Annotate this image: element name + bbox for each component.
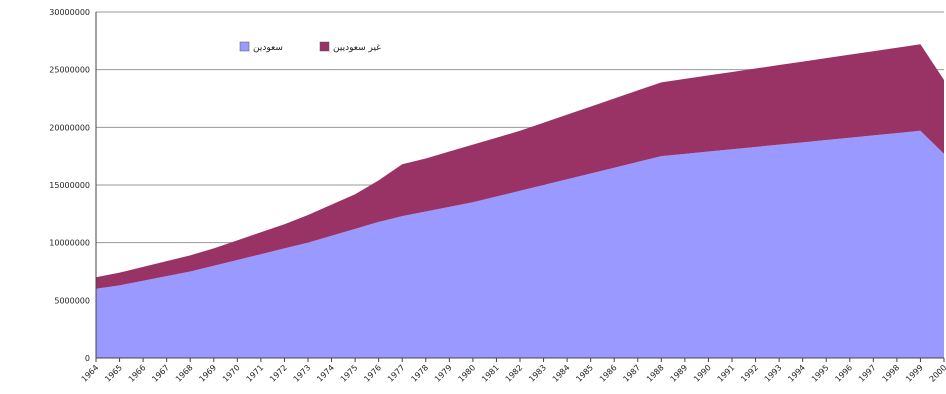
x-tick-label: 1994 — [786, 363, 807, 384]
x-tick-label: 1964 — [80, 363, 101, 384]
x-tick-label: 1992 — [739, 363, 760, 384]
legend: سعودين غير سعوديين — [239, 41, 381, 53]
x-tick-label: 1975 — [339, 363, 360, 384]
x-tick-label: 1968 — [174, 363, 195, 384]
y-tick-label: 10000000 — [49, 239, 90, 248]
x-tick-label: 1966 — [127, 363, 148, 384]
y-tick-label: 15000000 — [49, 181, 90, 190]
x-tick-label: 1978 — [409, 363, 430, 384]
x-tick-label: 1993 — [763, 363, 784, 384]
x-tick-label: 1987 — [621, 363, 642, 384]
x-tick-label: 1976 — [362, 363, 383, 384]
area-series — [96, 44, 944, 358]
x-tick-label: 1982 — [504, 363, 525, 384]
x-tick-label: 1973 — [292, 363, 313, 384]
x-tick-label: 1971 — [245, 363, 266, 384]
y-tick-label: 5000000 — [54, 296, 90, 305]
legend-label-2: غير سعوديين — [333, 43, 381, 53]
x-tick-label: 1989 — [669, 363, 690, 384]
x-tick-label: 2000 — [928, 363, 946, 384]
x-tick-label: 1986 — [598, 363, 619, 384]
x-tick-label: 1997 — [857, 363, 878, 384]
y-tick-label: 0 — [85, 354, 90, 363]
x-tick-label: 1970 — [221, 363, 242, 384]
x-tick-label: 1969 — [197, 363, 218, 384]
x-tick-label: 1965 — [103, 363, 124, 384]
x-tick-label: 1990 — [692, 363, 713, 384]
legend-swatch-2 — [319, 41, 330, 52]
y-tick-label: 20000000 — [49, 123, 90, 132]
x-tick-label: 1980 — [457, 363, 478, 384]
x-tick-label: 1984 — [551, 363, 572, 384]
x-tick-label: 1988 — [645, 363, 666, 384]
x-tick-label: 1999 — [904, 363, 925, 384]
x-tick-label: 1996 — [833, 363, 854, 384]
x-tick-label: 1979 — [433, 363, 454, 384]
x-tick-label: 1972 — [268, 363, 289, 384]
area-series-2 — [96, 44, 944, 289]
x-tick-label: 1974 — [315, 363, 336, 384]
x-tick-label: 1981 — [480, 363, 501, 384]
y-tick-labels: 30000000 25000000 20000000 15000000 10000000… — [49, 8, 90, 363]
x-tick-label: 1995 — [810, 363, 831, 384]
y-tick-label: 30000000 — [49, 8, 90, 17]
legend-label-1: سعودين — [253, 43, 283, 53]
y-tick-label: 25000000 — [49, 66, 90, 75]
x-tick-label: 1991 — [716, 363, 737, 384]
x-tick-labels: 1964 1965 1966 1967 1968 1969 1970 1971 1972 1973… — [80, 358, 946, 384]
x-tick-label: 1983 — [527, 363, 548, 384]
x-tick-label: 1998 — [881, 363, 902, 384]
area-series-1 — [96, 130, 944, 358]
x-tick-label: 1985 — [574, 363, 595, 384]
x-tick-label: 1977 — [386, 363, 407, 384]
x-tick-label: 1967 — [150, 363, 171, 384]
legend-swatch-1 — [239, 41, 250, 52]
